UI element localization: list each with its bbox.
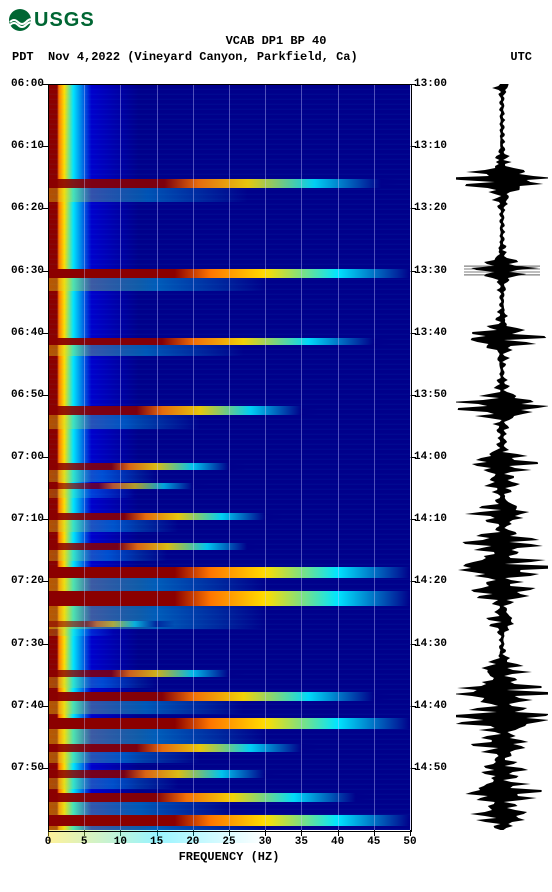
x-tick: 45 <box>367 836 380 848</box>
x-tick: 20 <box>186 836 199 848</box>
waveform-trace <box>456 84 548 830</box>
spectrogram-plot <box>48 84 410 830</box>
x-tick: 40 <box>331 836 344 848</box>
y-tick-left: 07:40 <box>11 700 44 712</box>
x-axis-label: FREQUENCY (HZ) <box>48 850 410 864</box>
plot-title: VCAB DP1 BP 40 <box>0 34 552 48</box>
y-tick-right: 13:20 <box>414 202 447 214</box>
y-tick-left: 06:30 <box>11 265 44 277</box>
y-tick-right: 14:20 <box>414 575 447 587</box>
y-tick-right: 14:00 <box>414 451 447 463</box>
y-tick-left: 07:20 <box>11 575 44 587</box>
y-tick-right: 14:50 <box>414 762 447 774</box>
y-tick-left: 07:30 <box>11 638 44 650</box>
y-tick-right: 13:50 <box>414 389 447 401</box>
usgs-wave-icon <box>8 8 32 32</box>
y-tick-right: 13:10 <box>414 140 447 152</box>
y-tick-left: 06:10 <box>11 140 44 152</box>
y-tick-left: 07:10 <box>11 513 44 525</box>
x-tick: 30 <box>259 836 272 848</box>
y-tick-right: 14:40 <box>414 700 447 712</box>
y-tick-left: 06:50 <box>11 389 44 401</box>
y-tick-right: 14:10 <box>414 513 447 525</box>
plot-subtitle: PDT Nov 4,2022 (Vineyard Canyon, Parkfie… <box>12 50 532 64</box>
x-tick: 15 <box>150 836 163 848</box>
x-tick: 5 <box>81 836 88 848</box>
y-axis-pdt: 06:0006:1006:2006:3006:4006:5007:0007:10… <box>4 84 46 830</box>
y-tick-left: 07:50 <box>11 762 44 774</box>
y-tick-left: 07:00 <box>11 451 44 463</box>
y-tick-right: 13:00 <box>414 78 447 90</box>
y-axis-utc: 13:0013:1013:2013:3013:4013:5014:0014:10… <box>412 84 454 830</box>
y-tick-right: 14:30 <box>414 638 447 650</box>
y-tick-right: 13:30 <box>414 265 447 277</box>
tz-left-label: PDT Nov 4,2022 (Vineyard Canyon, Parkfie… <box>12 50 358 64</box>
tz-right-label: UTC <box>510 50 532 64</box>
x-tick: 25 <box>222 836 235 848</box>
y-tick-left: 06:00 <box>11 78 44 90</box>
x-tick: 0 <box>45 836 52 848</box>
x-tick: 10 <box>114 836 127 848</box>
x-tick: 50 <box>403 836 416 848</box>
y-tick-left: 06:20 <box>11 202 44 214</box>
x-axis-frequency: 05101520253035404550 <box>48 832 410 852</box>
y-tick-right: 13:40 <box>414 327 447 339</box>
y-tick-left: 06:40 <box>11 327 44 339</box>
usgs-logo: USGS <box>8 8 95 32</box>
x-tick: 35 <box>295 836 308 848</box>
usgs-logo-text: USGS <box>34 9 95 32</box>
